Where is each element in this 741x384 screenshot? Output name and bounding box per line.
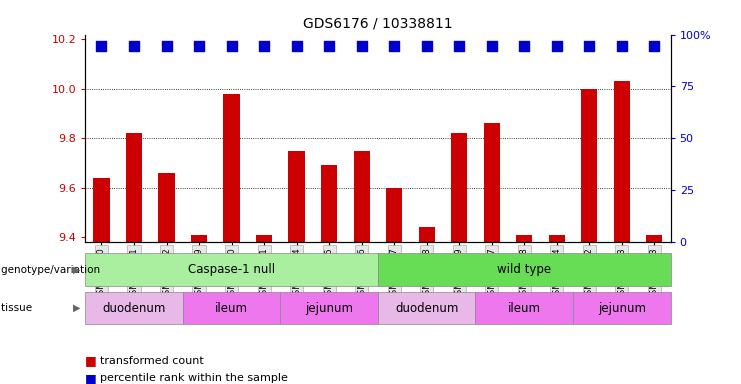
Bar <box>646 235 662 242</box>
Text: ▶: ▶ <box>73 265 80 275</box>
Text: tissue: tissue <box>1 303 36 313</box>
Bar <box>183 292 280 324</box>
Text: duodenum: duodenum <box>102 302 166 314</box>
Bar <box>419 227 435 242</box>
Point <box>225 43 237 49</box>
Point <box>290 43 302 49</box>
Point <box>128 43 140 49</box>
Bar <box>378 292 476 324</box>
Bar <box>224 94 239 242</box>
Point <box>323 43 335 49</box>
Point <box>388 43 400 49</box>
Text: genotype/variation: genotype/variation <box>1 265 104 275</box>
Bar <box>191 235 207 242</box>
Text: Caspase-1 null: Caspase-1 null <box>188 263 275 276</box>
Bar <box>476 292 573 324</box>
Bar <box>159 173 175 242</box>
Title: GDS6176 / 10338811: GDS6176 / 10338811 <box>303 17 453 31</box>
Text: wild type: wild type <box>497 263 551 276</box>
Point <box>356 43 368 49</box>
Point <box>453 43 465 49</box>
Point <box>258 43 270 49</box>
Point <box>421 43 433 49</box>
Text: ▶: ▶ <box>73 303 80 313</box>
Text: jejunum: jejunum <box>598 302 646 314</box>
Bar <box>85 292 183 324</box>
Point <box>648 43 660 49</box>
Bar <box>256 235 272 242</box>
Bar <box>573 292 671 324</box>
Text: duodenum: duodenum <box>395 302 459 314</box>
Bar <box>288 151 305 242</box>
Text: jejunum: jejunum <box>305 302 353 314</box>
Bar <box>516 235 532 242</box>
Text: ■: ■ <box>85 372 101 384</box>
Bar <box>484 123 500 242</box>
Bar <box>321 166 337 242</box>
Text: ■: ■ <box>85 354 101 367</box>
Bar <box>126 133 142 242</box>
Bar <box>614 81 630 242</box>
Point <box>96 43 107 49</box>
Point <box>518 43 530 49</box>
Text: ileum: ileum <box>215 302 248 314</box>
Bar <box>581 89 597 242</box>
Text: ileum: ileum <box>508 302 541 314</box>
Bar <box>93 178 110 242</box>
Bar <box>85 253 378 286</box>
Point <box>551 43 562 49</box>
Bar <box>451 133 468 242</box>
Bar <box>548 235 565 242</box>
Point <box>161 43 173 49</box>
Bar <box>378 253 671 286</box>
Bar <box>280 292 378 324</box>
Point <box>486 43 498 49</box>
Point <box>193 43 205 49</box>
Bar <box>386 188 402 242</box>
Point <box>616 43 628 49</box>
Point <box>583 43 595 49</box>
Text: percentile rank within the sample: percentile rank within the sample <box>100 373 288 383</box>
Bar <box>353 151 370 242</box>
Text: transformed count: transformed count <box>100 356 204 366</box>
